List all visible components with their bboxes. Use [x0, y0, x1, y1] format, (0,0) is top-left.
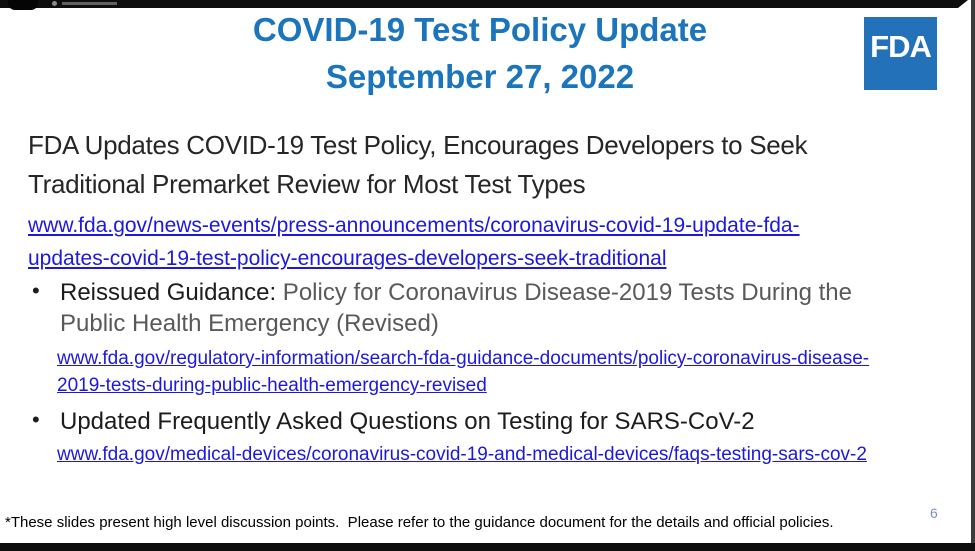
- right-edge-strip: [971, 0, 975, 551]
- press-announcement-link-line2[interactable]: updates-covid-19-test-policy-encourages-…: [28, 247, 667, 270]
- press-announcement-link-line1[interactable]: www.fda.gov/news-events/press-announceme…: [28, 214, 800, 237]
- fda-logo-text: FDA: [870, 28, 932, 64]
- top-bar-icon: [52, 1, 57, 6]
- page-number: 6: [930, 505, 938, 521]
- slide-title-line2: September 27, 2022: [325, 58, 635, 95]
- top-bar-edge: [958, 0, 968, 8]
- slide-heading: FDA Updates COVID-19 Test Policy, Encour…: [28, 126, 808, 204]
- bullet-updated-faq: • Updated Frequently Asked Questions on …: [28, 406, 755, 437]
- faq-testing-link[interactable]: www.fda.gov/medical-devices/coronavirus-…: [57, 441, 867, 468]
- slide-heading-line2: Traditional Premarket Review for Most Te…: [28, 169, 586, 199]
- fda-logo: FDA: [864, 17, 937, 90]
- top-bar-tab-shape: [8, 0, 38, 10]
- bottom-bar: [0, 543, 975, 551]
- press-announcement-link[interactable]: www.fda.gov/news-events/press-announceme…: [28, 209, 800, 275]
- slide-title: COVID-19 Test Policy Update September 27…: [0, 6, 960, 100]
- guidance-document-link-line1[interactable]: www.fda.gov/regulatory-information/searc…: [57, 348, 870, 369]
- guidance-document-link[interactable]: www.fda.gov/regulatory-information/searc…: [57, 345, 869, 399]
- bullet-icon: •: [32, 407, 40, 432]
- guidance-document-link-line2[interactable]: 2019-tests-during-public-health-emergenc…: [57, 375, 487, 396]
- top-bar-unreadable-text: [62, 2, 117, 5]
- bullet-reissued-guidance: • Reissued Guidance: Policy for Coronavi…: [28, 277, 852, 339]
- bullet-icon: •: [32, 278, 40, 303]
- slide-heading-line1: FDA Updates COVID-19 Test Policy, Encour…: [28, 130, 808, 160]
- bullet1-label: Reissued Guidance:: [60, 279, 277, 306]
- bullet1-guidance-title-line2: Public Health Emergency (Revised): [60, 310, 439, 337]
- faq-testing-link-line1[interactable]: www.fda.gov/medical-devices/coronavirus-…: [57, 444, 867, 465]
- bullet2-text: Updated Frequently Asked Questions on Te…: [60, 408, 755, 435]
- slide-title-line1: COVID-19 Test Policy Update: [252, 11, 708, 48]
- top-bar: [0, 0, 958, 10]
- bullet1-guidance-title: Policy for Coronavirus Disease-2019 Test…: [276, 279, 852, 306]
- footnote: *These slides present high level discuss…: [5, 514, 834, 531]
